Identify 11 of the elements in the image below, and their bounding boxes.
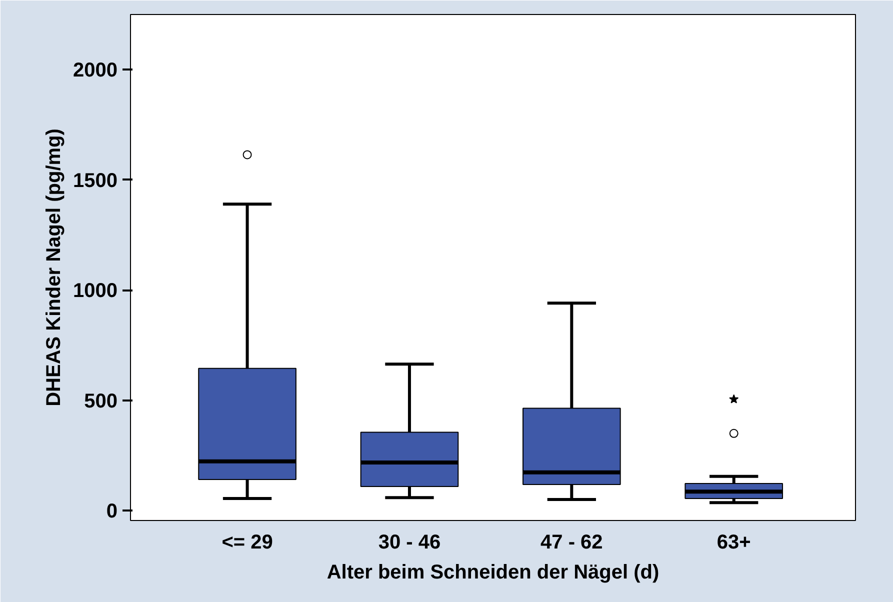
y-tick-label: 0 — [106, 500, 118, 523]
x-tick-label: <= 29 — [222, 532, 273, 554]
x-tick-label: 30 - 46 — [378, 532, 441, 554]
x-tick-label: 63+ — [716, 532, 751, 554]
y-tick-label: 1500 — [73, 170, 118, 192]
y-tick-label: 500 — [84, 390, 118, 412]
y-tick-label: 1000 — [73, 280, 118, 302]
x-axis-title: Alter beim Schneiden der Nägel (d) — [326, 562, 660, 584]
y-tick-label: 2000 — [73, 60, 118, 82]
x-tick-label: 47 - 62 — [540, 532, 603, 554]
y-axis-title: DHEAS Kinder Nagel (pg/mg) — [43, 128, 66, 406]
